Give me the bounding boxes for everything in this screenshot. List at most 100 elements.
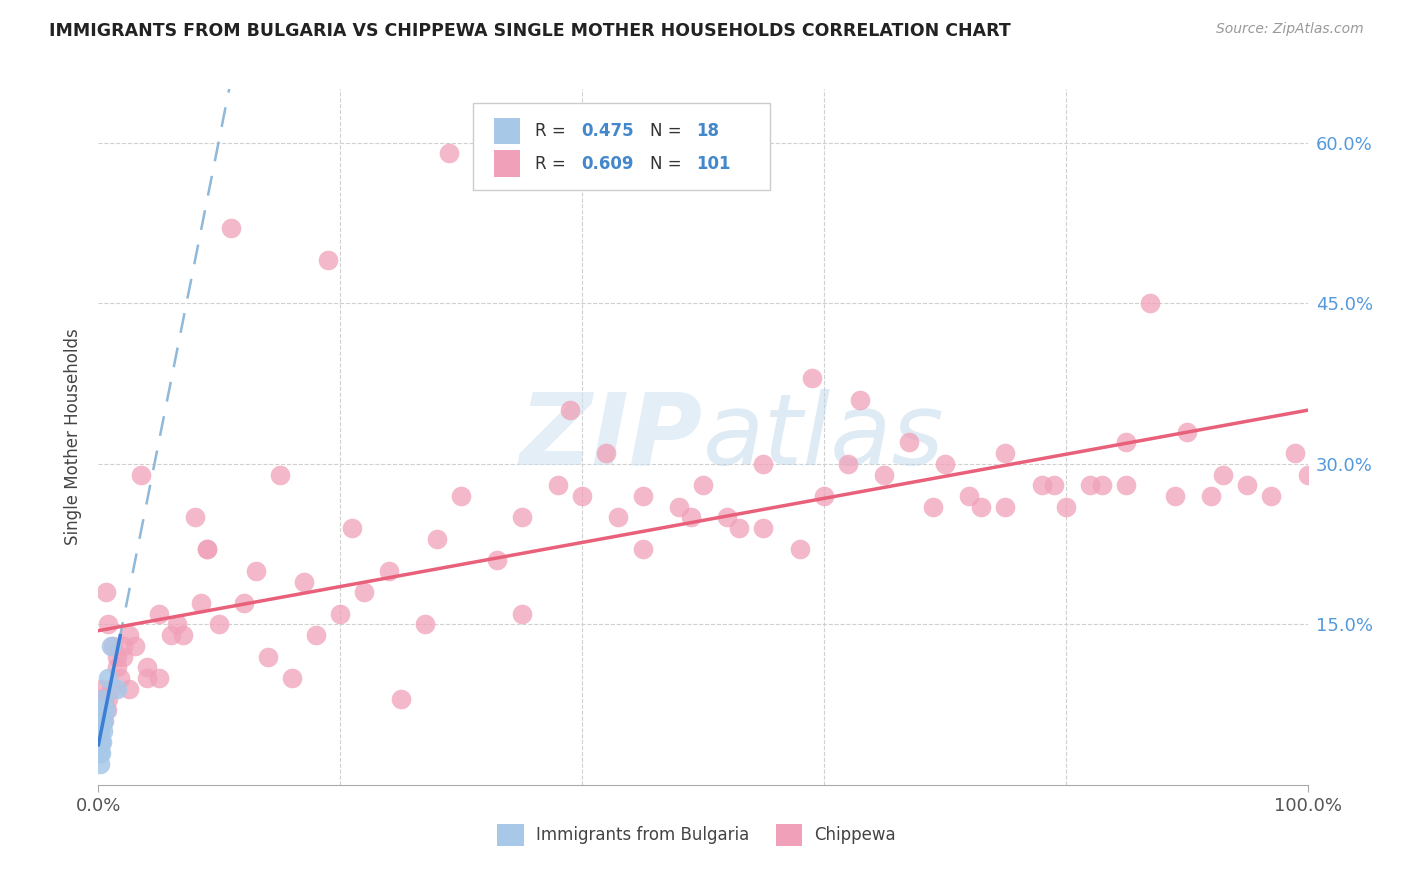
Point: [105, 681, 128, 696]
Point: [91, 714, 114, 728]
Text: Immigrants from Bulgaria: Immigrants from Bulgaria: [536, 826, 749, 844]
Point: [89, 724, 111, 739]
Point: [245, 564, 267, 578]
Point: [486, 553, 509, 567]
Point: [91, 692, 114, 706]
Point: [1199, 489, 1222, 503]
Point: [97, 671, 120, 685]
Point: [129, 467, 152, 482]
Y-axis label: Single Mother Households: Single Mother Households: [65, 329, 83, 545]
Text: Chippewa: Chippewa: [814, 826, 896, 844]
Point: [668, 500, 690, 514]
Point: [111, 639, 134, 653]
Point: [232, 596, 254, 610]
Text: N =: N =: [650, 122, 686, 140]
FancyBboxPatch shape: [474, 103, 769, 190]
Point: [118, 628, 141, 642]
Point: [195, 542, 218, 557]
Point: [1260, 489, 1282, 503]
Point: [90, 735, 112, 749]
Point: [93, 714, 115, 728]
Point: [101, 639, 124, 653]
Point: [789, 542, 811, 557]
Point: [90, 703, 112, 717]
Point: [91, 703, 114, 717]
Point: [89, 724, 111, 739]
Point: [897, 435, 920, 450]
Point: [1042, 478, 1064, 492]
Point: [1236, 478, 1258, 492]
Point: [105, 649, 128, 664]
Point: [849, 392, 872, 407]
Point: [124, 639, 146, 653]
Point: [90, 692, 112, 706]
Point: [1054, 500, 1077, 514]
Point: [100, 681, 122, 696]
Point: [89, 756, 111, 771]
Point: [135, 671, 157, 685]
Point: [269, 467, 291, 482]
Point: [1212, 467, 1234, 482]
Text: atlas: atlas: [703, 389, 945, 485]
Point: [166, 617, 188, 632]
Point: [111, 649, 134, 664]
Point: [1115, 435, 1137, 450]
Point: [97, 617, 120, 632]
Text: IMMIGRANTS FROM BULGARIA VS CHIPPEWA SINGLE MOTHER HOUSEHOLDS CORRELATION CHART: IMMIGRANTS FROM BULGARIA VS CHIPPEWA SIN…: [49, 22, 1011, 40]
Point: [256, 649, 278, 664]
Point: [389, 692, 412, 706]
Point: [595, 446, 617, 460]
Point: [1296, 467, 1319, 482]
Point: [873, 467, 896, 482]
Text: R =: R =: [534, 154, 571, 173]
Point: [118, 681, 141, 696]
Point: [90, 714, 112, 728]
Point: [97, 692, 120, 706]
Point: [450, 489, 472, 503]
Point: [692, 478, 714, 492]
Point: [89, 735, 111, 749]
Point: [148, 671, 170, 685]
Point: [813, 489, 835, 503]
Text: R =: R =: [534, 122, 571, 140]
Point: [305, 628, 328, 642]
Point: [571, 489, 593, 503]
Point: [437, 146, 460, 161]
Point: [90, 714, 112, 728]
Point: [631, 542, 654, 557]
Point: [172, 628, 194, 642]
Point: [837, 457, 859, 471]
Point: [91, 724, 114, 739]
Text: 101: 101: [696, 154, 730, 173]
Point: [195, 542, 218, 557]
Point: [994, 446, 1017, 460]
Point: [957, 489, 980, 503]
Point: [91, 714, 114, 728]
Point: [208, 617, 231, 632]
Text: 18: 18: [696, 122, 718, 140]
Point: [558, 403, 581, 417]
Point: [413, 617, 436, 632]
Point: [94, 703, 117, 717]
FancyBboxPatch shape: [494, 151, 520, 177]
Point: [716, 510, 738, 524]
Point: [90, 746, 112, 760]
Point: [96, 703, 118, 717]
Point: [1284, 446, 1306, 460]
Text: N =: N =: [650, 154, 686, 173]
Point: [91, 692, 114, 706]
Point: [752, 457, 775, 471]
Point: [631, 489, 654, 503]
Point: [1031, 478, 1053, 492]
Point: [800, 371, 823, 385]
Point: [510, 607, 533, 621]
FancyBboxPatch shape: [776, 824, 803, 847]
Point: [91, 714, 114, 728]
Point: [752, 521, 775, 535]
Point: [921, 500, 943, 514]
Point: [148, 607, 170, 621]
Point: [93, 692, 115, 706]
Point: [91, 681, 114, 696]
Point: [728, 521, 751, 535]
Text: 0.609: 0.609: [581, 154, 633, 173]
